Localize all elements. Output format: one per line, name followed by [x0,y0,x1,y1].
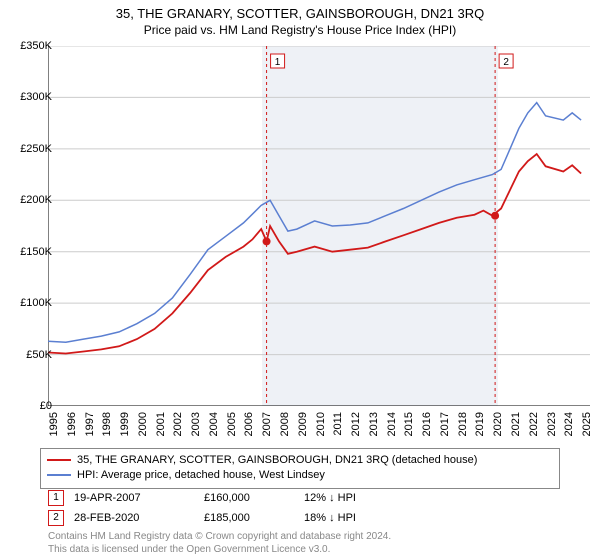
legend-item: 35, THE GRANARY, SCOTTER, GAINSBOROUGH, … [47,453,553,468]
x-tick-label: 1995 [48,412,60,440]
x-tick-label: 2005 [226,412,238,440]
x-tick-label: 2004 [208,412,220,440]
y-tick-label: £0 [40,400,52,412]
x-tick-label: 2017 [439,412,451,440]
x-tick-label: 2024 [563,412,575,440]
chart-area: 12 [48,46,590,406]
x-tick-label: 1997 [84,412,96,440]
y-tick-label: £150K [20,246,52,258]
y-tick-label: £250K [20,143,52,155]
x-tick-label: 2003 [190,412,202,440]
x-tick-label: 2022 [528,412,540,440]
x-tick-label: 2013 [368,412,380,440]
sale-diff: 18% ↓ HPI [304,512,404,524]
x-tick-label: 2002 [172,412,184,440]
legend-label: HPI: Average price, detached house, West… [77,469,325,481]
x-tick-label: 2018 [457,412,469,440]
sale-marker-icon: 1 [48,490,64,506]
footer-line: Contains HM Land Registry data © Crown c… [48,530,391,543]
sale-date: 28-FEB-2020 [74,512,204,524]
chart-title: 35, THE GRANARY, SCOTTER, GAINSBOROUGH, … [0,0,600,21]
x-tick-label: 1999 [119,412,131,440]
y-tick-label: £300K [20,91,52,103]
x-tick-label: 2010 [315,412,327,440]
legend: 35, THE GRANARY, SCOTTER, GAINSBOROUGH, … [40,448,560,489]
x-tick-label: 1996 [66,412,78,440]
x-tick-label: 2023 [546,412,558,440]
line-chart: 12 [48,46,590,406]
legend-swatch [47,474,71,476]
svg-text:2: 2 [503,57,509,68]
legend-item: HPI: Average price, detached house, West… [47,468,553,483]
x-tick-label: 2019 [474,412,486,440]
x-tick-label: 2001 [155,412,167,440]
footer-line: This data is licensed under the Open Gov… [48,543,391,556]
x-tick-label: 2014 [386,412,398,440]
x-tick-label: 2020 [492,412,504,440]
x-tick-label: 2021 [510,412,522,440]
chart-subtitle: Price paid vs. HM Land Registry's House … [0,21,600,37]
sale-row: 2 28-FEB-2020 £185,000 18% ↓ HPI [48,510,404,526]
legend-swatch [47,459,71,461]
x-tick-label: 2007 [261,412,273,440]
x-tick-label: 2011 [332,412,344,440]
x-tick-label: 2006 [243,412,255,440]
sale-marker-icon: 2 [48,510,64,526]
y-tick-label: £350K [20,40,52,52]
y-tick-label: £200K [20,194,52,206]
svg-text:1: 1 [275,57,281,68]
x-tick-label: 2009 [297,412,309,440]
x-tick-label: 2025 [581,412,593,440]
sale-price: £160,000 [204,492,304,504]
sale-diff: 12% ↓ HPI [304,492,404,504]
y-tick-label: £100K [20,297,52,309]
x-tick-label: 2015 [403,412,415,440]
x-tick-label: 1998 [101,412,113,440]
sale-row: 1 19-APR-2007 £160,000 12% ↓ HPI [48,490,404,506]
x-tick-label: 2000 [137,412,149,440]
sale-date: 19-APR-2007 [74,492,204,504]
footer: Contains HM Land Registry data © Crown c… [48,530,391,556]
x-tick-label: 2008 [279,412,291,440]
x-tick-label: 2012 [350,412,362,440]
sale-price: £185,000 [204,512,304,524]
x-tick-label: 2016 [421,412,433,440]
legend-label: 35, THE GRANARY, SCOTTER, GAINSBOROUGH, … [77,454,477,466]
y-tick-label: £50K [26,349,52,361]
